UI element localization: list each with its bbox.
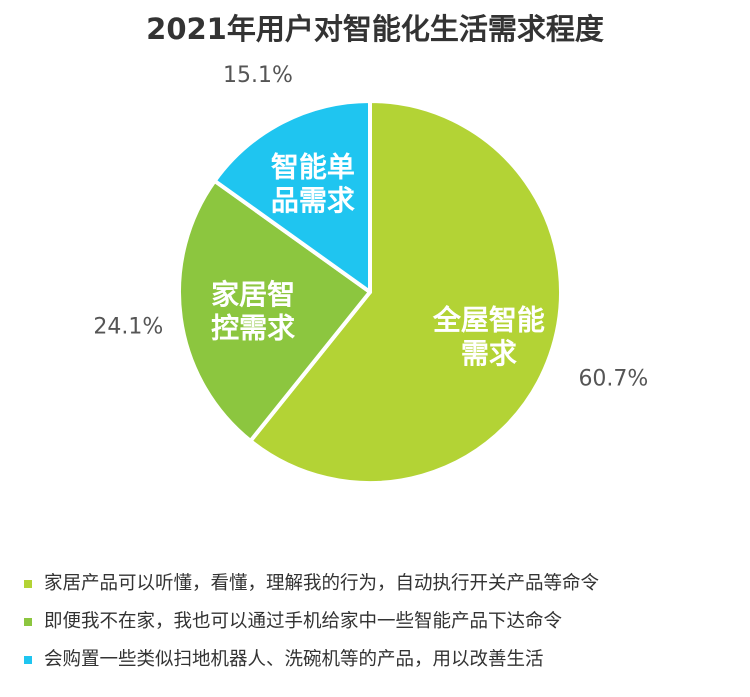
- slice-label: 家居智控需求: [211, 278, 295, 345]
- legend-swatch: [24, 618, 32, 626]
- legend-item-single-products: 会购置一些类似扫地机器人、洗碗机等的产品，用以改善生活: [24, 641, 599, 679]
- value-label: 24.1%: [93, 314, 163, 339]
- slice-label: 智能单品需求: [271, 151, 355, 218]
- legend-text: 即便我不在家，我也可以通过手机给家中一些智能产品下达命令: [44, 611, 563, 632]
- chart-title: 2021年用户对智能化生活需求程度: [146, 12, 604, 46]
- legend-text: 会购置一些类似扫地机器人、洗碗机等的产品，用以改善生活: [44, 649, 544, 670]
- legend-item-remote-control: 即便我不在家，我也可以通过手机给家中一些智能产品下达命令: [24, 603, 599, 641]
- pie-chart: 全屋智能需求 60.7% 家居智控需求 24.1% 智能单品需求 15.1%: [93, 63, 648, 485]
- legend-text: 家居产品可以听懂，看懂，理解我的行为，自动执行开关产品等命令: [44, 573, 600, 594]
- legend-swatch: [24, 656, 32, 664]
- value-label: 15.1%: [223, 63, 293, 88]
- pie-slice: [212, 99, 372, 294]
- value-label: 60.7%: [578, 367, 648, 392]
- slice-label: 全屋智能需求: [432, 304, 545, 371]
- pie-slice: [177, 178, 372, 443]
- pie-slice: [248, 99, 563, 485]
- legend-swatch: [24, 580, 32, 588]
- legend: 家居产品可以听懂，看懂，理解我的行为，自动执行开关产品等命令 即便我不在家，我也…: [24, 565, 599, 679]
- legend-item-whole-home: 家居产品可以听懂，看懂，理解我的行为，自动执行开关产品等命令: [24, 565, 599, 603]
